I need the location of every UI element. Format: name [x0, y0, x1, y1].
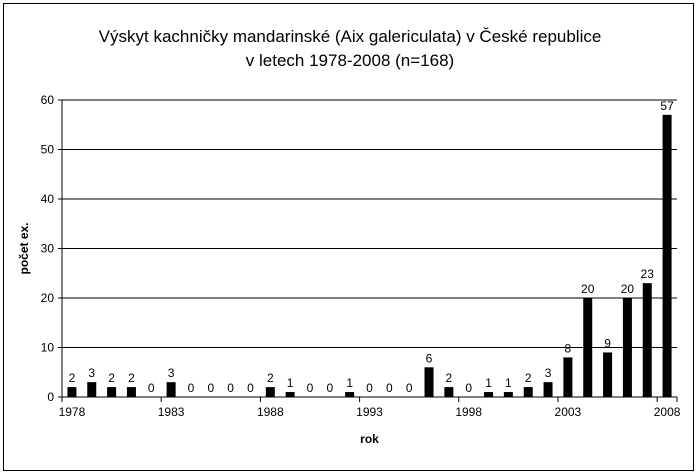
bar [662, 114, 672, 397]
bar [166, 382, 176, 397]
x-axis-title: rok [360, 432, 379, 446]
bar [107, 387, 117, 397]
x-tick-label: 1998 [455, 405, 482, 419]
x-tick-label: 2003 [555, 405, 582, 419]
data-label: 8 [565, 341, 572, 355]
gridlines [62, 99, 677, 348]
data-label: 0 [188, 381, 195, 395]
bar [583, 298, 593, 397]
data-label: 0 [326, 381, 333, 395]
bar [444, 387, 454, 397]
data-label: 0 [307, 381, 314, 395]
data-label: 20 [581, 282, 595, 296]
bar [265, 387, 275, 397]
y-tick-label: 50 [41, 143, 55, 157]
data-label: 1 [485, 376, 492, 390]
data-label: 2 [69, 371, 76, 385]
bars [67, 114, 672, 397]
bar [484, 392, 494, 397]
chart-title-line-2: v letech 1978-2008 (n=168) [245, 51, 455, 70]
chart-title: Výskyt kachničky mandarinské (Aix galeri… [0, 25, 700, 73]
data-label: 23 [641, 267, 655, 281]
bar [603, 352, 613, 397]
x-tick-label: 1983 [158, 405, 185, 419]
data-label: 2 [267, 371, 274, 385]
bar [543, 382, 553, 397]
bar [563, 357, 573, 397]
bar [345, 392, 355, 397]
data-label: 20 [621, 282, 635, 296]
data-label: 57 [660, 99, 674, 113]
bar [67, 387, 77, 397]
x-tick-label: 1988 [257, 405, 284, 419]
y-axis-title: počet ex. [17, 222, 31, 274]
bar [87, 382, 97, 397]
bar [622, 298, 632, 397]
data-label: 0 [465, 381, 472, 395]
data-label: 0 [247, 381, 254, 395]
data-label: 2 [446, 371, 453, 385]
x-tick-label: 1993 [356, 405, 383, 419]
data-label: 1 [505, 376, 512, 390]
chart-title-line-1: Výskyt kachničky mandarinské (Aix galeri… [98, 27, 602, 46]
y-tick-label: 30 [41, 242, 55, 256]
data-label: 2 [128, 371, 135, 385]
data-label: 0 [227, 381, 234, 395]
bar [503, 392, 513, 397]
data-label: 1 [346, 376, 353, 390]
data-label: 3 [168, 366, 175, 380]
data-label: 0 [366, 381, 373, 395]
data-label: 6 [426, 351, 433, 365]
data-label: 1 [287, 376, 294, 390]
data-label: 0 [148, 381, 155, 395]
x-tick-label: 2008 [654, 405, 681, 419]
data-label: 0 [207, 381, 214, 395]
bar [285, 392, 295, 397]
y-tick-label: 0 [47, 390, 54, 404]
data-label: 9 [604, 336, 611, 350]
x-tick-label: 1978 [59, 405, 86, 419]
bar [642, 283, 652, 397]
bar [126, 387, 136, 397]
y-tick-label: 40 [41, 192, 55, 206]
y-tick-label: 20 [41, 291, 55, 305]
bar [424, 367, 434, 397]
data-label: 2 [108, 371, 115, 385]
data-label: 0 [386, 381, 393, 395]
bar [523, 387, 533, 397]
y-tick-label: 60 [41, 93, 55, 107]
data-label: 0 [406, 381, 413, 395]
data-label: 3 [88, 366, 95, 380]
y-tick-label: 10 [41, 341, 55, 355]
data-label: 2 [525, 371, 532, 385]
data-label: 3 [545, 366, 552, 380]
